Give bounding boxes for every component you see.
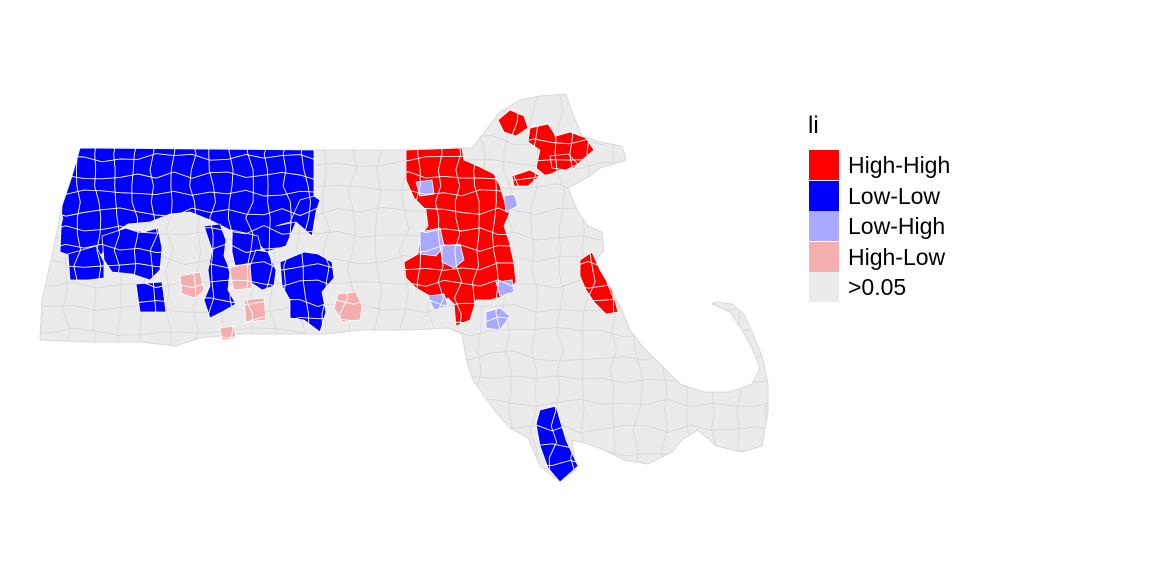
township-border-line xyxy=(40,350,768,362)
cluster-border-line xyxy=(60,135,618,145)
cluster-area-low-high xyxy=(497,109,529,137)
legend-item-not-significant: >0.05 xyxy=(808,272,1028,303)
township-border-line xyxy=(40,94,46,482)
legend-item-high-low: High-Low xyxy=(808,241,1028,273)
cluster-border-line xyxy=(60,351,618,361)
cluster-area-high-high xyxy=(579,251,619,315)
legend-label-high-high: High-High xyxy=(848,152,951,178)
cluster-area-low-high xyxy=(503,193,519,213)
legend-title: li xyxy=(808,112,819,139)
legend: li High-High Low-Low Low-High High-Low >… xyxy=(808,112,1028,303)
legend-label-low-low: Low-Low xyxy=(848,182,941,209)
cluster-border-line xyxy=(36,90,44,490)
legend-key-high-high xyxy=(809,150,839,180)
legend-item-low-high: Low-High xyxy=(808,211,1028,242)
legend-key-high-low xyxy=(809,241,839,272)
township-border-line xyxy=(40,135,768,146)
legend-key-low-low xyxy=(809,180,839,211)
cluster-border-line xyxy=(60,477,618,482)
cluster-area-low-low xyxy=(535,405,579,483)
cluster-area-high-low xyxy=(179,271,205,299)
cluster-area-low-low xyxy=(275,195,321,237)
cluster-area-high-low xyxy=(333,291,363,323)
legend-item-low-low: Low-Low xyxy=(808,180,1028,212)
legend-item-high-high: High-High xyxy=(808,150,1028,181)
cluster-area-low-high xyxy=(485,307,511,331)
cluster-area-low-low xyxy=(203,223,237,319)
cluster-border-line xyxy=(60,459,618,469)
legend-label-low-high: Low-High xyxy=(848,213,946,239)
cluster-area-low-high xyxy=(427,293,449,311)
legend-items: High-High Low-Low Low-High High-Low >0.0… xyxy=(808,150,1028,303)
legend-key-low-high xyxy=(809,211,839,241)
township-border-line xyxy=(40,470,768,482)
cluster-area-high-low xyxy=(219,325,237,341)
legend-key-not-significant xyxy=(809,272,839,302)
legend-label-not-significant: >0.05 xyxy=(848,274,907,300)
legend-label-high-low: High-Low xyxy=(848,243,946,270)
